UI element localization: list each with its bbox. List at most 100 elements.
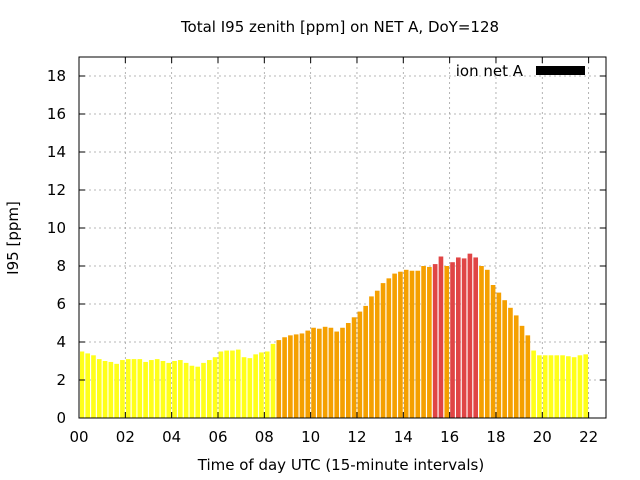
legend: ion net A	[456, 62, 585, 80]
y-tick-label: 10	[47, 219, 66, 237]
bar	[502, 300, 507, 418]
bar	[317, 328, 322, 418]
bar	[91, 355, 96, 418]
bar	[438, 256, 444, 418]
x-tick-label: 06	[208, 428, 227, 446]
bar	[525, 335, 531, 418]
bar	[206, 360, 212, 418]
bar	[496, 292, 502, 418]
bar	[154, 359, 160, 418]
bar	[357, 311, 363, 418]
bar	[322, 326, 328, 418]
bars	[80, 253, 589, 418]
bar	[340, 327, 345, 418]
bar	[264, 351, 270, 418]
bar	[247, 358, 253, 418]
bar	[305, 330, 311, 418]
bar	[172, 361, 177, 418]
bar	[473, 257, 479, 418]
bar	[560, 355, 565, 418]
bar	[166, 362, 172, 418]
bar	[253, 354, 258, 418]
bar	[114, 363, 119, 418]
bar	[299, 333, 305, 418]
bar	[554, 355, 560, 418]
x-tick-label: 08	[255, 428, 274, 446]
bar	[201, 362, 206, 418]
bar	[409, 270, 415, 418]
x-axis-label: Time of day UTC (15-minute intervals)	[197, 456, 484, 474]
x-tick-label: 14	[394, 428, 413, 446]
x-tick-label: 22	[579, 428, 598, 446]
bar	[131, 359, 137, 418]
x-tick-label: 02	[116, 428, 135, 446]
y-tick-label: 16	[47, 105, 66, 123]
bar	[85, 353, 91, 418]
legend-swatch	[536, 66, 585, 75]
bar	[392, 273, 397, 418]
bar	[421, 266, 426, 418]
bar	[160, 361, 166, 418]
y-tick-label: 14	[47, 143, 66, 161]
bar	[432, 264, 438, 418]
bar	[571, 357, 577, 418]
bar	[178, 360, 183, 418]
bar	[328, 327, 334, 418]
chart-title: Total I95 zenith [ppm] on NET A, DoY=128	[180, 18, 499, 36]
bar	[386, 278, 392, 418]
grid-lines	[79, 57, 606, 418]
bar	[218, 351, 224, 418]
bar	[108, 361, 114, 418]
bar	[398, 271, 403, 418]
bar	[96, 359, 102, 418]
x-tick-label: 20	[533, 428, 552, 446]
bar	[380, 283, 386, 418]
bar	[282, 337, 287, 418]
bar	[311, 327, 316, 418]
bar	[479, 266, 484, 418]
bar	[484, 269, 490, 418]
bar	[519, 325, 525, 418]
bar	[577, 355, 583, 418]
bar	[293, 334, 299, 418]
bar	[467, 253, 473, 418]
bar	[183, 362, 189, 418]
bar	[235, 349, 241, 418]
bar	[345, 323, 351, 418]
bar	[456, 257, 461, 418]
bar	[334, 331, 340, 418]
bar	[415, 270, 421, 418]
bar	[270, 343, 276, 418]
x-tick-label: 10	[301, 428, 320, 446]
y-tick-label: 2	[56, 371, 66, 389]
bar	[490, 285, 496, 418]
bar	[288, 335, 293, 418]
bar	[537, 355, 542, 418]
bar	[125, 359, 131, 418]
bar	[230, 350, 235, 418]
bar	[143, 361, 148, 418]
y-tick-label: 0	[56, 409, 66, 427]
y-axis-ticks: 0 2 4 6 8 10 12 14 16 18	[47, 67, 606, 427]
bar	[351, 317, 357, 418]
bar	[444, 266, 450, 418]
y-tick-label: 18	[47, 67, 66, 85]
bar	[224, 350, 229, 418]
y-tick-label: 4	[56, 333, 66, 351]
bar	[149, 360, 154, 418]
y-axis-label: I95 [ppm]	[4, 201, 22, 275]
bar	[120, 360, 125, 418]
bar	[102, 361, 108, 418]
x-tick-label: 00	[69, 428, 88, 446]
bar	[137, 359, 143, 418]
bar	[363, 305, 368, 418]
bar	[80, 351, 85, 418]
bar	[583, 354, 589, 418]
x-tick-label: 18	[486, 428, 505, 446]
x-tick-label: 04	[162, 428, 181, 446]
bar	[542, 355, 548, 418]
x-tick-label: 16	[440, 428, 459, 446]
bar	[566, 356, 571, 418]
y-tick-label: 8	[56, 257, 66, 275]
